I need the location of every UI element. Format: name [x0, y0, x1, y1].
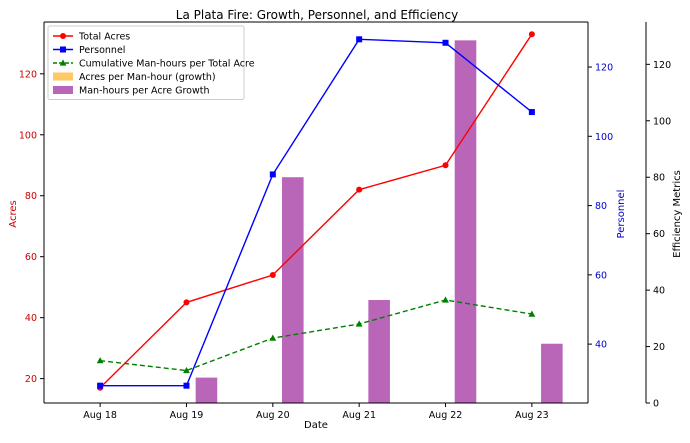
series-point-0-3	[356, 186, 363, 193]
legend-label-0: Total Acres	[78, 32, 130, 43]
series-point-0-2	[269, 271, 276, 278]
series-point-2-1	[183, 366, 190, 374]
series-point-1-4	[442, 39, 449, 46]
x-axis-label: Date	[304, 420, 328, 431]
series-point-0-4	[442, 162, 449, 169]
right-axis-tick-label-2: 80	[595, 201, 607, 212]
left-axis-tick-label-1: 40	[25, 313, 37, 324]
legend-swatch-4	[53, 86, 73, 94]
left-axis-tick-label-5: 120	[19, 69, 37, 80]
outer-axis-tick-label-1: 20	[653, 342, 665, 353]
outer-axis-tick-label-6: 120	[653, 60, 671, 71]
series-line-2	[100, 299, 532, 372]
x-tick-label-5: Aug 23	[515, 410, 549, 421]
x-tick-label-3: Aug 21	[342, 410, 376, 421]
bar-1-3	[368, 299, 390, 403]
axes-layer: Aug 18 Aug 19 Aug 20 Aug 21 Aug 22 Aug 23 20 40…	[19, 21, 671, 421]
legend-swatch-3	[53, 72, 73, 81]
series-line-1	[100, 38, 533, 387]
legend-label-3: Acres per Man-hour (growth)	[79, 72, 216, 83]
outer-axis-tick-label-5: 100	[653, 116, 671, 127]
left-axis-tick-label-2: 60	[25, 252, 37, 263]
x-tick-label-4: Aug 22	[429, 410, 463, 421]
legend-label-1: Personnel	[79, 45, 125, 56]
right-axis-tick-label-4: 120	[595, 63, 613, 74]
plot-layer	[96, 31, 563, 403]
left-axis-tick-label-3: 80	[25, 191, 37, 202]
legend-marker-0	[60, 33, 66, 39]
bar-1-2	[282, 177, 304, 403]
series-line-0	[99, 33, 533, 389]
series-point-2-3	[355, 320, 363, 327]
outer-axis-label: Efficiency Metrics	[672, 170, 683, 258]
right-axis-tick-label-1: 60	[595, 270, 607, 281]
outer-axis-tick-label-0: 0	[653, 399, 659, 410]
legend-label-2: Cumulative Man-hours per Total Acre	[79, 59, 255, 70]
series-point-2-4	[442, 296, 449, 303]
legend-marker-1	[60, 46, 66, 53]
series-point-2-5	[528, 310, 536, 317]
left-axis-label: Acres	[8, 200, 19, 227]
legend-label-4: Man-hours per Acre Growth	[79, 86, 210, 97]
legend-marker-2	[59, 59, 67, 66]
legend-box	[47, 25, 245, 100]
bar-1-5	[541, 343, 563, 403]
series-point-1-0	[97, 382, 104, 389]
right-axis-tick-label-0: 40	[595, 340, 607, 351]
left-axis-tick-label-0: 20	[25, 374, 37, 385]
series-point-1-2	[269, 171, 276, 178]
x-tick-label-0: Aug 18	[83, 410, 117, 421]
outer-axis-tick-label-2: 40	[653, 286, 665, 297]
series-point-0-1	[183, 299, 190, 306]
outer-axis-tick-label-4: 80	[653, 173, 665, 184]
bar-1-4	[454, 40, 477, 403]
chart-title: La Plata Fire: Growth, Personnel, and Ef…	[176, 8, 458, 22]
bar-1-1	[195, 377, 218, 403]
right-axis-label: Personnel	[616, 190, 627, 239]
series-point-0-5	[528, 31, 535, 38]
right-axis-tick-label-3: 100	[595, 132, 613, 143]
series-point-1-1	[183, 382, 190, 389]
series-point-1-5	[528, 109, 535, 116]
series-point-2-0	[96, 357, 104, 364]
series-point-2-2	[269, 334, 277, 341]
x-tick-label-2: Aug 20	[256, 410, 290, 421]
left-axis-tick-label-4: 100	[19, 130, 37, 141]
series-point-1-3	[356, 36, 363, 43]
x-tick-label-1: Aug 19	[170, 410, 204, 421]
outer-axis-tick-label-3: 60	[653, 229, 665, 240]
legend: Total Acres Personnel Cumulative Man-hours…	[47, 25, 255, 100]
